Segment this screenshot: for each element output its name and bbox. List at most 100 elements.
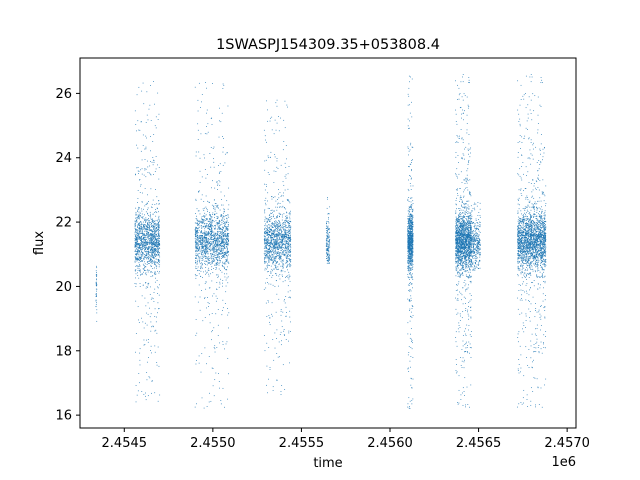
- data-point: [141, 252, 143, 253]
- data-point: [275, 226, 277, 227]
- data-point: [153, 236, 155, 237]
- data-point: [282, 239, 284, 241]
- data-point: [149, 233, 151, 235]
- data-point: [152, 251, 154, 252]
- data-point: [283, 192, 284, 194]
- data-point: [215, 242, 217, 243]
- data-point: [274, 246, 276, 247]
- data-point: [225, 236, 227, 238]
- data-point: [141, 240, 142, 242]
- data-point: [144, 219, 146, 221]
- data-point: [157, 240, 159, 242]
- data-point: [146, 274, 147, 276]
- data-point: [274, 347, 276, 349]
- data-point: [224, 256, 226, 258]
- data-point: [410, 283, 412, 285]
- data-point: [151, 245, 153, 247]
- data-point: [268, 224, 269, 226]
- data-point: [222, 228, 223, 230]
- data-point: [214, 203, 216, 204]
- data-point: [412, 208, 414, 210]
- data-point: [147, 286, 149, 288]
- data-point: [158, 203, 160, 205]
- data-point: [220, 250, 222, 252]
- data-point: [410, 238, 412, 239]
- data-point: [267, 231, 268, 233]
- data-point: [198, 220, 200, 222]
- data-point: [159, 252, 161, 254]
- data-point: [154, 237, 156, 239]
- data-point: [147, 236, 149, 238]
- data-point: [263, 253, 265, 254]
- data-point: [276, 241, 278, 242]
- data-point: [272, 243, 273, 245]
- data-point: [275, 235, 277, 236]
- data-point: [225, 279, 227, 281]
- data-point: [204, 250, 206, 251]
- data-point: [218, 136, 220, 138]
- data-point: [271, 242, 273, 244]
- data-point: [282, 223, 284, 224]
- data-point: [210, 224, 211, 226]
- data-point: [216, 238, 217, 240]
- data-point: [207, 227, 209, 229]
- data-point: [136, 259, 138, 260]
- data-point: [217, 228, 219, 230]
- data-point: [283, 141, 285, 142]
- data-point: [197, 266, 199, 268]
- data-point: [139, 364, 141, 366]
- data-point: [409, 230, 411, 231]
- data-point: [211, 224, 212, 226]
- data-point: [408, 243, 410, 245]
- data-point: [195, 251, 197, 252]
- data-point: [146, 227, 148, 229]
- data-point: [273, 252, 274, 253]
- data-point: [142, 321, 144, 323]
- data-point: [281, 261, 283, 263]
- data-point: [272, 244, 274, 246]
- data-point: [201, 264, 203, 266]
- data-point: [268, 174, 270, 175]
- data-point: [412, 216, 414, 218]
- data-point: [208, 230, 210, 232]
- data-point: [407, 246, 409, 247]
- data-point: [139, 270, 140, 271]
- data-point: [221, 242, 223, 244]
- data-point: [266, 271, 268, 273]
- data-point: [148, 241, 150, 243]
- data-point: [197, 261, 198, 262]
- data-point: [151, 230, 153, 232]
- data-point: [134, 228, 136, 230]
- data-point: [216, 205, 218, 207]
- data-point: [140, 224, 142, 226]
- data-point: [135, 265, 137, 267]
- data-point: [276, 158, 278, 159]
- data-point: [408, 397, 410, 399]
- data-point: [227, 226, 229, 227]
- data-point: [144, 187, 146, 189]
- data-point: [149, 377, 151, 379]
- data-point: [289, 321, 291, 323]
- data-point: [154, 229, 156, 231]
- data-point: [216, 245, 218, 246]
- data-point: [152, 236, 154, 238]
- data-point: [265, 243, 266, 244]
- data-point: [134, 269, 136, 271]
- data-point: [152, 220, 154, 222]
- data-point: [195, 244, 196, 246]
- data-point: [212, 368, 214, 369]
- data-point: [220, 250, 221, 252]
- data-point: [409, 257, 411, 259]
- data-point: [329, 258, 330, 259]
- data-point: [270, 210, 272, 211]
- data-point: [223, 237, 225, 239]
- data-point: [226, 260, 227, 261]
- data-point: [205, 263, 206, 265]
- data-point: [266, 232, 268, 234]
- data-point: [201, 219, 203, 221]
- data-point: [202, 226, 204, 228]
- data-point: [207, 238, 209, 240]
- data-point: [157, 119, 159, 120]
- data-point: [153, 229, 154, 231]
- data-point: [200, 232, 202, 234]
